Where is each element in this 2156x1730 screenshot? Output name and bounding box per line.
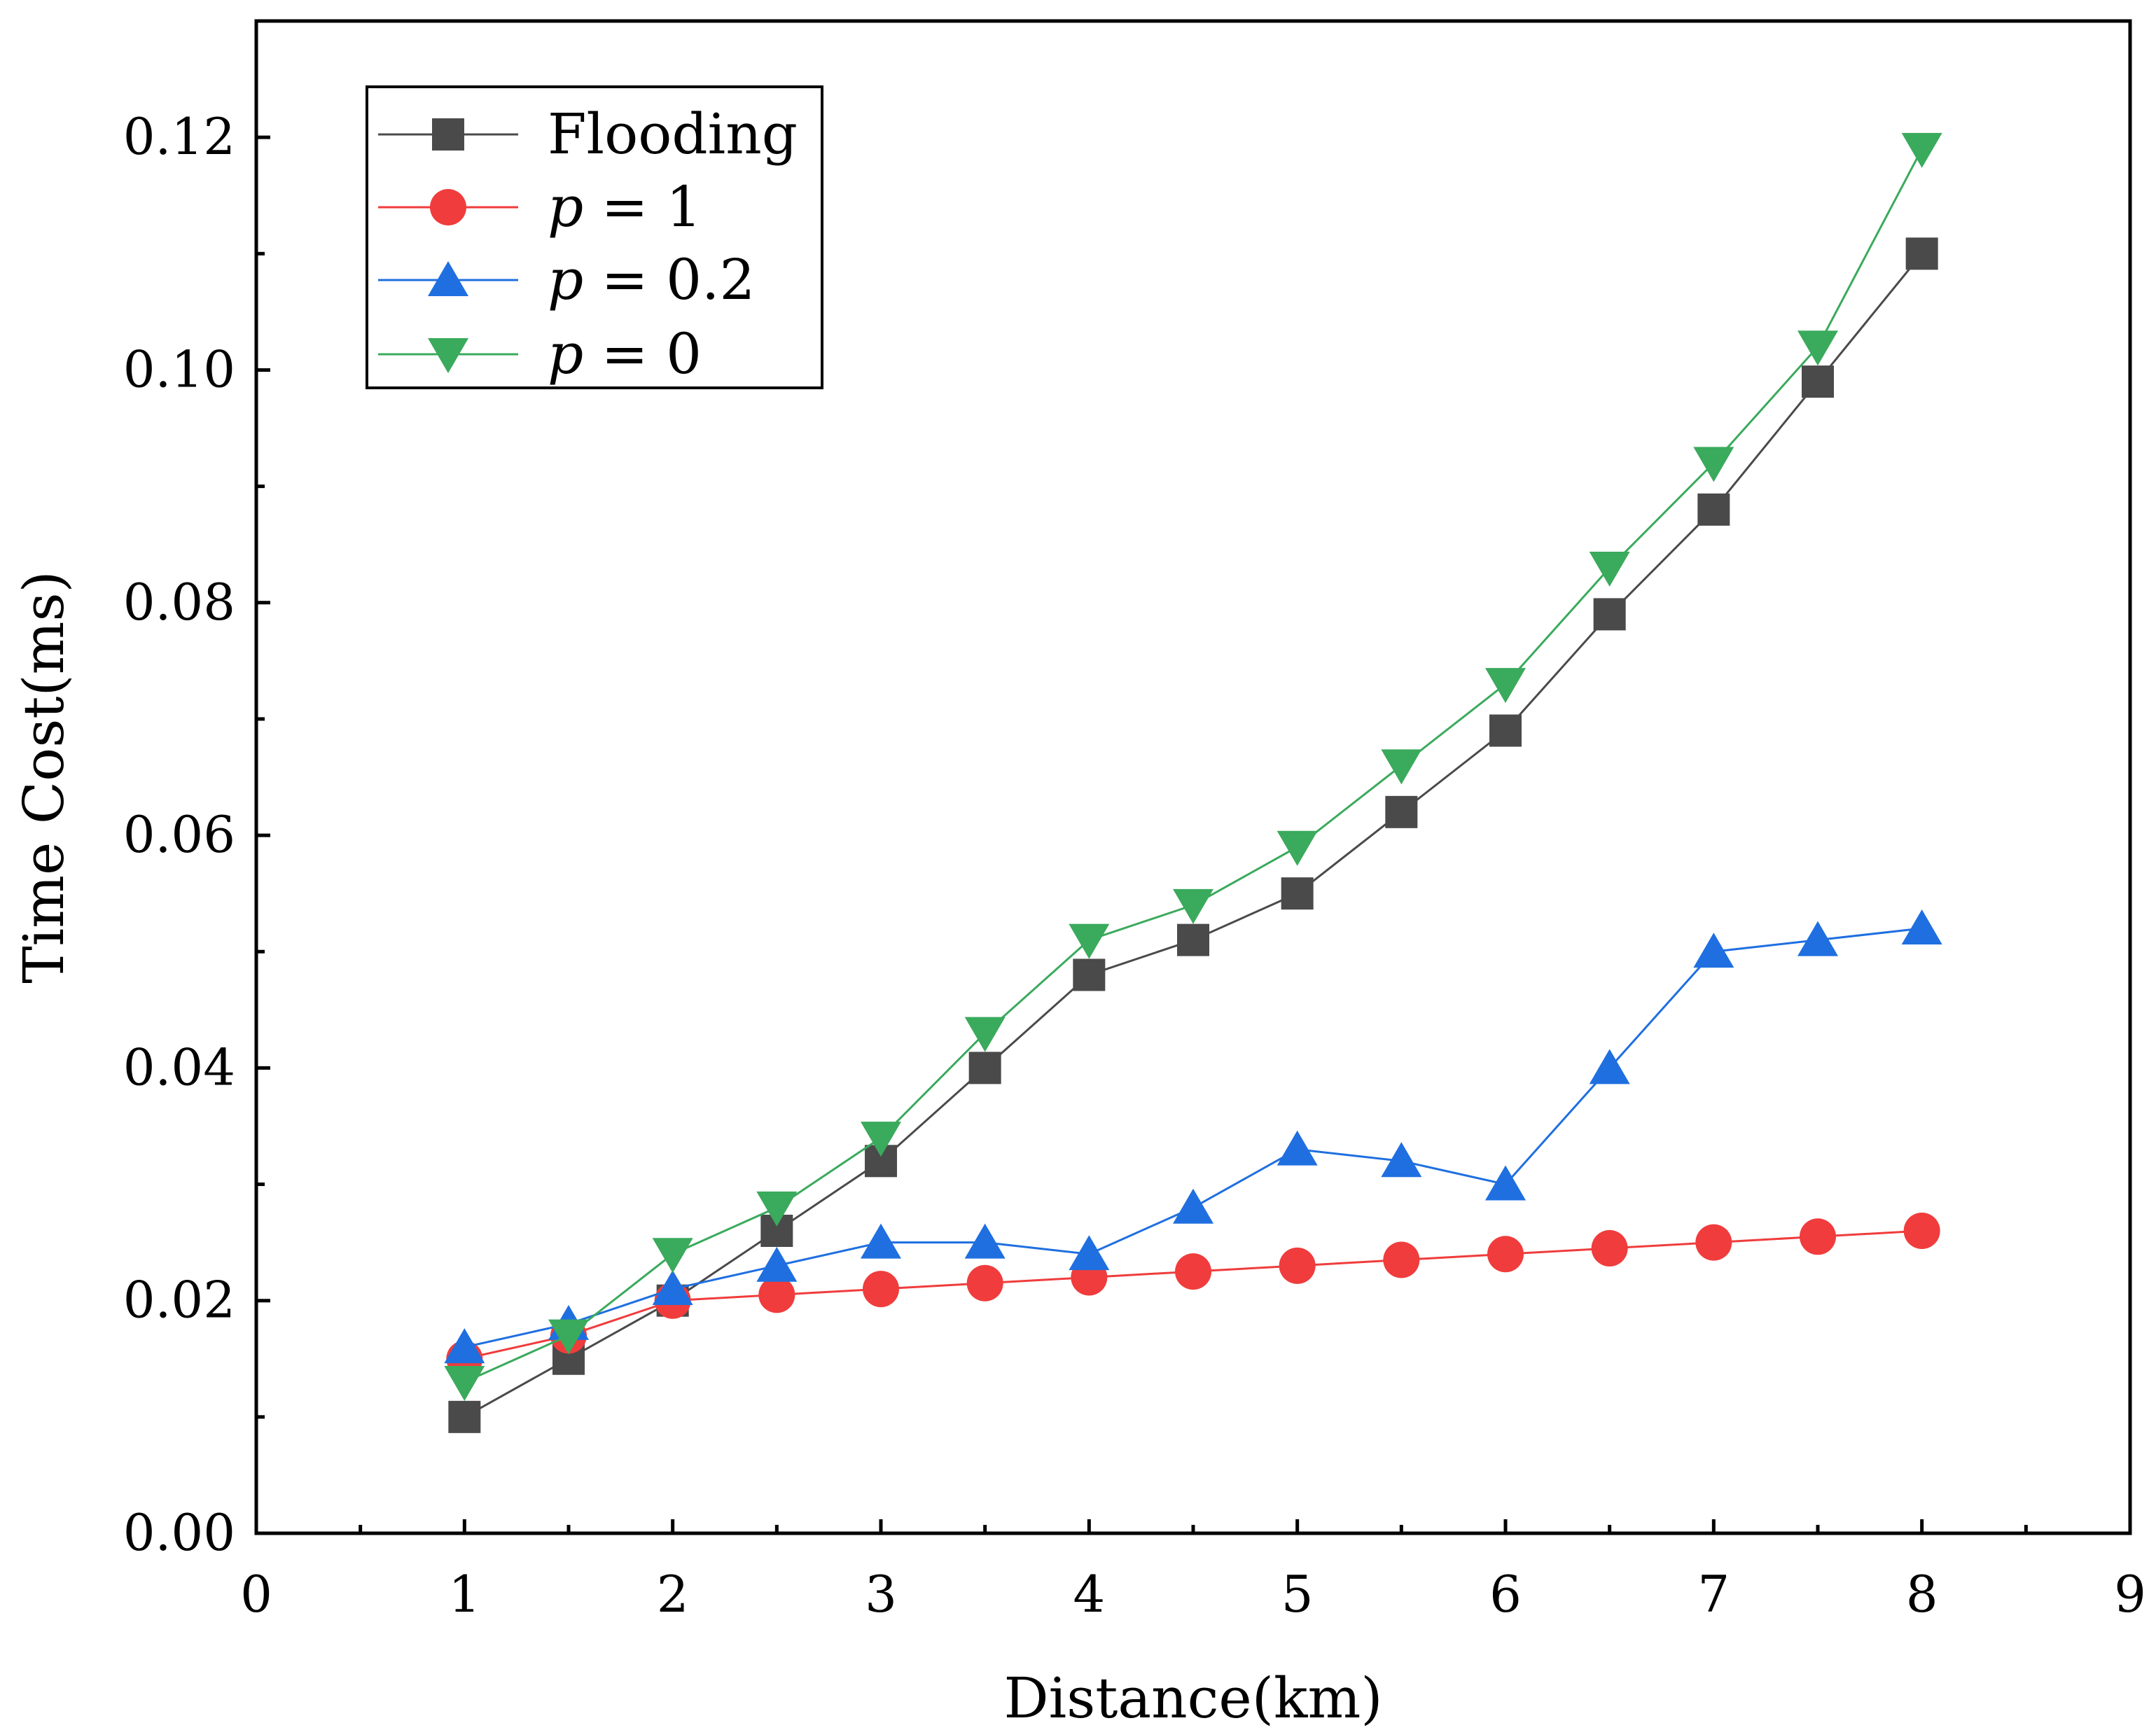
data-point xyxy=(964,1223,1006,1259)
data-point xyxy=(861,1223,901,1259)
legend-marker xyxy=(428,261,468,296)
data-point xyxy=(1802,365,1834,398)
x-tick-label: 0 xyxy=(240,1565,272,1624)
data-point xyxy=(1381,1142,1422,1178)
legend-label-variable: p xyxy=(548,247,583,312)
data-point xyxy=(1381,749,1422,785)
legend-marker xyxy=(432,118,464,151)
x-tick-label: 7 xyxy=(1697,1565,1730,1624)
axes-layer: 0 1 2 3 4 5 6 7 8 9 0.00 0.02 0.04 0.06 0.08 0.10 0.12 xyxy=(123,107,2146,1624)
y-tick-label: 0.12 xyxy=(123,107,235,166)
data-point xyxy=(756,1246,798,1282)
data-point xyxy=(448,1400,481,1433)
data-point xyxy=(652,1270,693,1306)
data-point xyxy=(1489,714,1522,747)
legend-entry: Flooding xyxy=(378,102,798,167)
data-point xyxy=(1593,598,1626,631)
legend-label-variable: p xyxy=(548,174,583,239)
data-point xyxy=(1589,1049,1630,1084)
x-axis-title: Distance(km) xyxy=(1003,1666,1382,1726)
data-point xyxy=(1905,237,1938,270)
legend-label: p = 0 xyxy=(548,321,702,386)
y-axis-title: Time Cost(ms) xyxy=(11,571,76,984)
data-point xyxy=(1800,1218,1836,1255)
x-tick-label: 3 xyxy=(865,1565,897,1624)
legend-entry: p = 1 xyxy=(378,174,702,239)
data-point xyxy=(861,1122,901,1157)
x-tick-label: 2 xyxy=(657,1565,689,1624)
x-tick-label: 8 xyxy=(1906,1565,1938,1624)
data-point xyxy=(444,1328,485,1364)
data-point xyxy=(1277,1130,1318,1166)
data-point xyxy=(1797,921,1838,956)
y-tick-label: 0.00 xyxy=(123,1503,235,1562)
data-point xyxy=(1903,1213,1940,1249)
data-point xyxy=(444,1366,485,1401)
y-tick-label: 0.04 xyxy=(123,1038,235,1096)
legend-marker xyxy=(428,338,468,373)
data-point xyxy=(1901,909,1942,944)
legend-marker xyxy=(430,189,466,225)
legend-label: p = 0.2 xyxy=(548,247,755,312)
legend-label-variable: p xyxy=(548,321,583,386)
data-point xyxy=(1279,1247,1316,1284)
data-point xyxy=(756,1191,798,1227)
series-triangle-down xyxy=(444,132,1942,1401)
data-point xyxy=(1383,1241,1420,1278)
data-point xyxy=(1073,958,1106,991)
legend-label-text: = 1 xyxy=(583,174,702,239)
x-tick-label: 1 xyxy=(448,1565,480,1624)
data-point xyxy=(548,1319,589,1355)
data-point xyxy=(1693,447,1734,482)
y-tick-label: 0.08 xyxy=(123,573,235,632)
legend-label-text: = 0.2 xyxy=(583,247,755,312)
data-point xyxy=(652,1238,693,1274)
data-point xyxy=(863,1271,899,1308)
series-layer xyxy=(444,132,1942,1433)
data-point xyxy=(1175,1253,1211,1290)
data-point xyxy=(1069,1235,1110,1271)
x-tick-label: 5 xyxy=(1281,1565,1314,1624)
legend-entry: p = 0 xyxy=(378,321,702,386)
data-point xyxy=(758,1276,795,1313)
legend-label: Flooding xyxy=(548,102,798,167)
y-tick-label: 0.10 xyxy=(123,340,235,398)
data-point xyxy=(1173,1188,1213,1224)
data-point xyxy=(1281,877,1314,910)
data-point xyxy=(1591,1229,1628,1267)
data-point xyxy=(968,1052,1001,1084)
data-point xyxy=(1069,923,1110,959)
y-tick-label: 0.06 xyxy=(123,805,235,864)
data-point xyxy=(1177,923,1209,956)
legend-label-text: = 0 xyxy=(583,321,702,386)
data-point xyxy=(1693,933,1734,968)
y-tick-label: 0.02 xyxy=(123,1271,235,1330)
legend-entry: p = 0.2 xyxy=(378,247,755,312)
data-point xyxy=(966,1264,1003,1302)
data-point xyxy=(964,1017,1006,1052)
data-point xyxy=(1485,1165,1526,1201)
x-tick-label: 9 xyxy=(2114,1565,2146,1624)
data-point xyxy=(1385,795,1418,828)
legend-label: p = 1 xyxy=(548,174,702,239)
data-point xyxy=(1485,668,1526,704)
data-point xyxy=(1901,132,1942,168)
data-point xyxy=(1277,830,1318,866)
legend-label-text: Flooding xyxy=(548,102,798,167)
data-point xyxy=(1797,330,1838,366)
x-tick-label: 4 xyxy=(1073,1565,1105,1624)
data-point xyxy=(1697,493,1730,526)
data-point xyxy=(1173,888,1213,924)
data-point xyxy=(1589,551,1630,587)
x-tick-label: 6 xyxy=(1489,1565,1522,1624)
data-point xyxy=(1487,1236,1524,1273)
data-point xyxy=(1695,1224,1732,1261)
series-triangle-up xyxy=(444,909,1942,1364)
